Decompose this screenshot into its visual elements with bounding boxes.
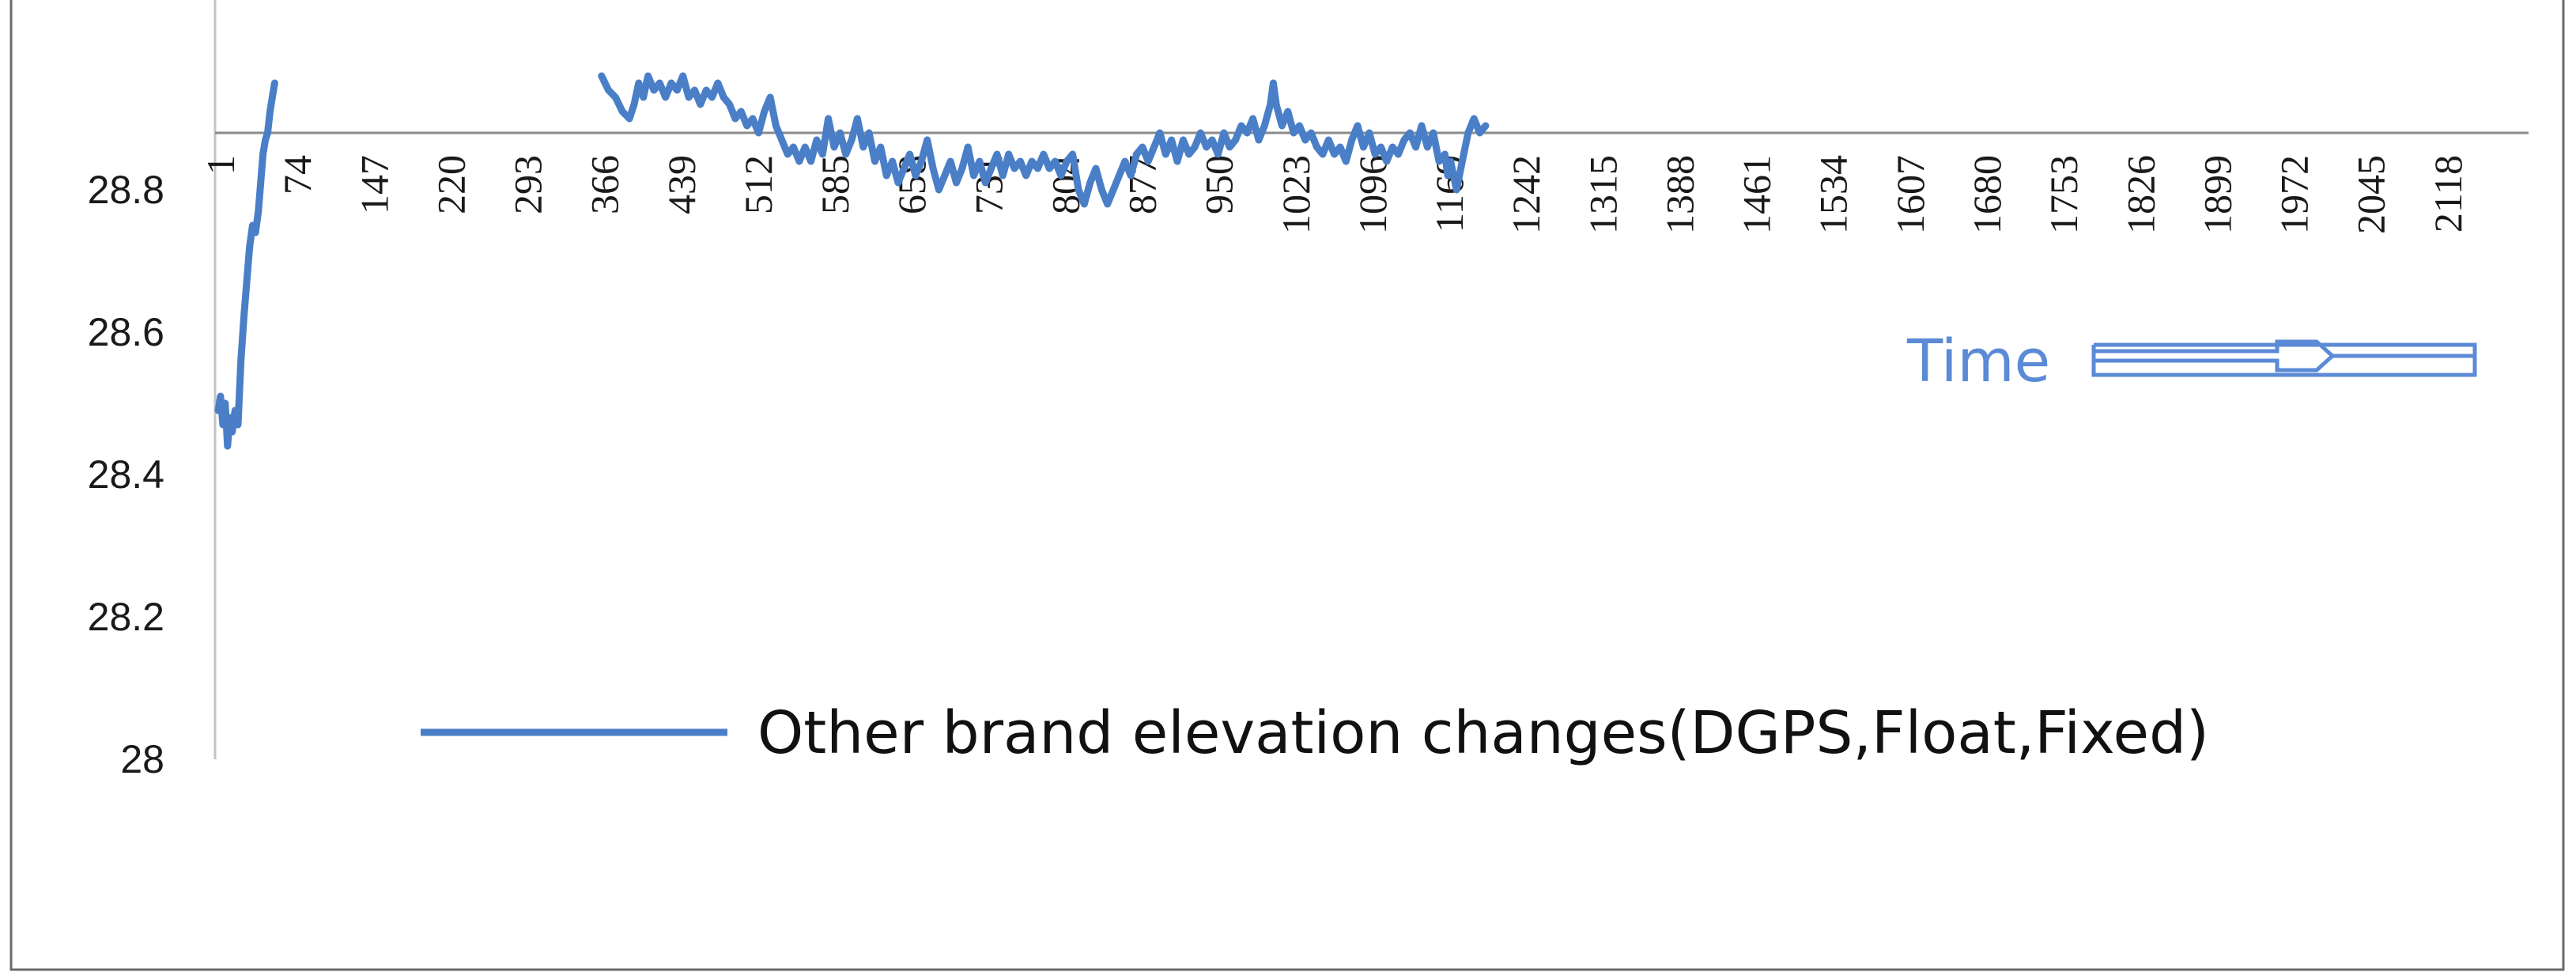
time-arrow-icon <box>2091 339 2477 377</box>
chart-border <box>9 0 2565 971</box>
time-label: Time <box>1906 327 2050 395</box>
x-tick-label: 1753 <box>2042 155 2086 234</box>
time-annotation: Time <box>1906 327 2477 395</box>
legend-label: Other brand elevation changes(DGPS,Float… <box>757 699 2209 767</box>
x-tick-label: 147 <box>352 155 396 214</box>
x-tick-label: 220 <box>429 155 473 214</box>
x-tick-label: 1388 <box>1657 155 1702 234</box>
x-tick-label: 1096 <box>1350 155 1395 234</box>
x-tick-label: 1607 <box>1888 155 1932 234</box>
x-tick-label: 1899 <box>2195 155 2239 234</box>
x-tick-label: 1826 <box>2118 155 2162 234</box>
x-tick-label: 1023 <box>1274 155 1318 234</box>
x-tick-label: 439 <box>659 155 704 214</box>
y-axis-ticks: 28 28.2 28.4 28.6 28.8 <box>88 168 164 781</box>
x-tick-label: 1 <box>198 155 243 175</box>
y-tick-label: 28.4 <box>88 452 164 497</box>
x-tick-label: 585 <box>813 155 857 214</box>
x-tick-label: 293 <box>506 155 550 214</box>
y-tick-label: 28.2 <box>88 595 164 639</box>
x-tick-label: 1461 <box>1735 155 1779 234</box>
x-tick-label: 74 <box>275 155 319 195</box>
x-tick-label: 1534 <box>1811 155 1856 234</box>
x-tick-label: 1680 <box>1965 155 2009 234</box>
legend: Other brand elevation changes(DGPS,Float… <box>421 699 2209 767</box>
x-tick-label: 366 <box>583 155 627 214</box>
x-tick-label: 512 <box>736 155 780 214</box>
y-tick-label: 28.8 <box>88 168 164 212</box>
x-axis-ticks: 1 74 147 220 293 366 439 512 585 658 731 804 877 950 1… <box>198 155 2470 234</box>
x-tick-label: 950 <box>1197 155 1241 214</box>
x-tick-label: 1972 <box>2272 155 2317 234</box>
y-tick-label: 28 <box>120 737 164 781</box>
x-tick-label: 2118 <box>2426 155 2470 233</box>
series-line <box>214 72 1490 450</box>
x-tick-label: 1242 <box>1504 155 1548 234</box>
y-tick-label: 28.6 <box>88 310 164 354</box>
x-tick-label: 1315 <box>1581 155 1625 234</box>
x-tick-label: 2045 <box>2349 155 2393 234</box>
